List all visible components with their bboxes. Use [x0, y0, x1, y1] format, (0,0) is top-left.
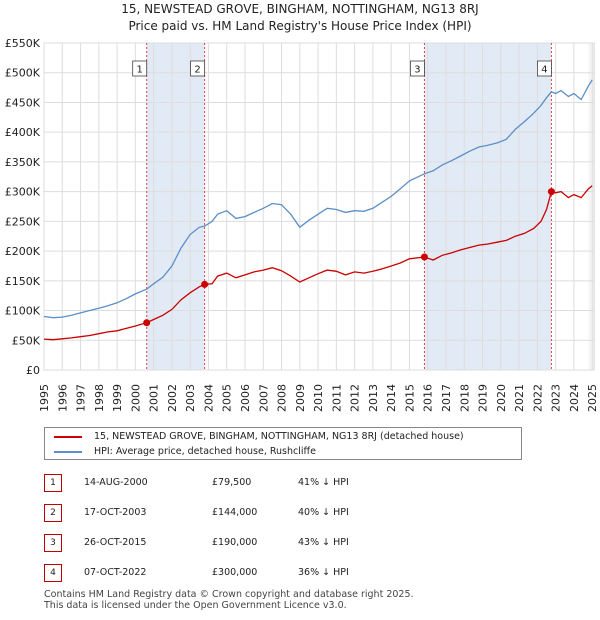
- transaction-date: 14-AUG-2000: [84, 477, 148, 488]
- y-tick-label: £150K: [5, 275, 41, 288]
- x-tick-label: 2021: [513, 384, 526, 412]
- sale-annotation-box: [410, 60, 425, 77]
- ownership-shade: [146, 43, 205, 370]
- x-tick-label: 2024: [568, 384, 581, 412]
- y-tick-label: £100K: [5, 305, 41, 318]
- transaction-price: £190,000: [212, 537, 258, 548]
- sale-annotation-box: [537, 60, 552, 77]
- sale-annotation-label: 4: [541, 65, 547, 76]
- sale-annotation-label: 3: [414, 65, 420, 76]
- x-tick-label: 1997: [75, 384, 88, 412]
- y-tick-label: £450K: [5, 96, 41, 109]
- y-tick-label: £50K: [12, 334, 41, 347]
- x-tick-label: 1995: [38, 384, 51, 412]
- x-tick-label: 2011: [330, 384, 343, 412]
- x-tick-label: 2008: [276, 384, 289, 412]
- transaction-price: £144,000: [212, 507, 258, 518]
- transaction-hpi-diff: 43% ↓ HPI: [298, 537, 349, 548]
- x-tick-label: 2016: [422, 384, 435, 412]
- transaction-hpi-diff: 40% ↓ HPI: [298, 507, 349, 518]
- y-tick-label: £350K: [5, 156, 41, 169]
- sale-point-marker: [547, 188, 555, 196]
- table-row: 2 17-OCT-2003 £144,000 40% ↓ HPI: [44, 504, 544, 524]
- footer-line-licence: This data is licensed under the Open Gov…: [44, 600, 347, 611]
- y-tick-label: £0: [26, 364, 40, 377]
- x-tick-label: 2010: [312, 384, 325, 412]
- x-tick-label: 2006: [239, 384, 252, 412]
- x-tick-label: 2020: [495, 384, 508, 412]
- footer-attribution: Contains HM Land Registry data © Crown c…: [44, 589, 414, 611]
- x-tick-label: 1996: [56, 384, 69, 412]
- chart-subtitle: Price paid vs. HM Land Registry's House …: [128, 19, 472, 33]
- sale-point-marker: [420, 253, 428, 261]
- transaction-date: 17-OCT-2003: [84, 507, 147, 518]
- sale-annotation-box: [190, 60, 206, 77]
- chart-legend: 15, NEWSTEAD GROVE, BINGHAM, NOTTINGHAM,…: [44, 427, 522, 460]
- legend-item-property: 15, NEWSTEAD GROVE, BINGHAM, NOTTINGHAM,…: [54, 430, 464, 444]
- table-row: 4 07-OCT-2022 £300,000 36% ↓ HPI: [44, 564, 544, 584]
- x-tick-label: 2007: [257, 384, 270, 412]
- x-tick-label: 2000: [129, 384, 142, 412]
- legend-item-hpi: HPI: Average price, detached house, Rush…: [54, 445, 316, 459]
- chart-title: 15, NEWSTEAD GROVE, BINGHAM, NOTTINGHAM,…: [121, 2, 479, 16]
- transaction-price: £300,000: [212, 567, 258, 578]
- y-tick-label: £550K: [5, 37, 41, 50]
- y-tick-label: £250K: [5, 215, 41, 228]
- legend-swatch-hpi: [54, 450, 82, 453]
- sale-point-marker: [201, 280, 209, 288]
- footer-line-copyright: Contains HM Land Registry data © Crown c…: [44, 589, 414, 600]
- x-tick-label: 2004: [202, 384, 215, 412]
- transaction-number-badge: 4: [44, 564, 62, 582]
- x-tick-label: 2002: [166, 384, 179, 412]
- table-row: 3 26-OCT-2015 £190,000 43% ↓ HPI: [44, 534, 544, 554]
- x-tick-label: 2017: [440, 384, 453, 412]
- legend-label-hpi: HPI: Average price, detached house, Rush…: [94, 446, 316, 457]
- sale-annotation-label: 2: [194, 65, 200, 76]
- transaction-date: 26-OCT-2015: [84, 537, 147, 548]
- transaction-number-badge: 1: [44, 474, 62, 492]
- transaction-date: 07-OCT-2022: [84, 567, 147, 578]
- hpi-series-line: [43, 79, 593, 319]
- sale-annotation-box: [132, 60, 148, 77]
- transaction-number-badge: 3: [44, 534, 62, 552]
- sale-point-marker: [143, 319, 151, 327]
- x-tick-label: 2012: [349, 384, 362, 412]
- x-tick-label: 2023: [550, 384, 563, 412]
- x-tick-label: 2009: [294, 384, 307, 412]
- table-row: 1 14-AUG-2000 £79,500 41% ↓ HPI: [44, 474, 544, 494]
- y-tick-label: £300K: [5, 186, 41, 199]
- x-tick-label: 2003: [184, 384, 197, 412]
- x-tick-label: 2001: [148, 384, 161, 412]
- ownership-shade: [424, 43, 552, 370]
- legend-label-property: 15, NEWSTEAD GROVE, BINGHAM, NOTTINGHAM,…: [94, 431, 464, 442]
- sale-annotation-label: 1: [137, 65, 143, 76]
- x-tick-label: 1999: [111, 384, 124, 412]
- price-chart: £0 £50K £100K £150K £200K £250K £300K £350K £400…: [5, 37, 599, 412]
- x-tick-label: 2018: [458, 384, 471, 412]
- projection-shade: [588, 43, 594, 370]
- x-tick-label: 2015: [403, 384, 416, 412]
- transaction-hpi-diff: 41% ↓ HPI: [298, 477, 349, 488]
- transaction-price: £79,500: [212, 477, 252, 488]
- x-tick-label: 2005: [221, 384, 234, 412]
- x-tick-label: 2022: [531, 384, 544, 412]
- transaction-number-badge: 2: [44, 504, 62, 522]
- y-tick-label: £200K: [5, 245, 41, 258]
- y-tick-label: £500K: [5, 67, 41, 80]
- y-tick-label: £400K: [5, 126, 41, 139]
- x-tick-label: 1998: [93, 384, 106, 412]
- x-tick-label: 2025: [586, 384, 599, 412]
- legend-swatch-property: [54, 435, 82, 438]
- property-series-line: [43, 185, 593, 341]
- x-tick-label: 2013: [367, 384, 380, 412]
- transaction-hpi-diff: 36% ↓ HPI: [298, 567, 349, 578]
- x-tick-label: 2014: [385, 384, 398, 412]
- x-tick-label: 2019: [477, 384, 490, 412]
